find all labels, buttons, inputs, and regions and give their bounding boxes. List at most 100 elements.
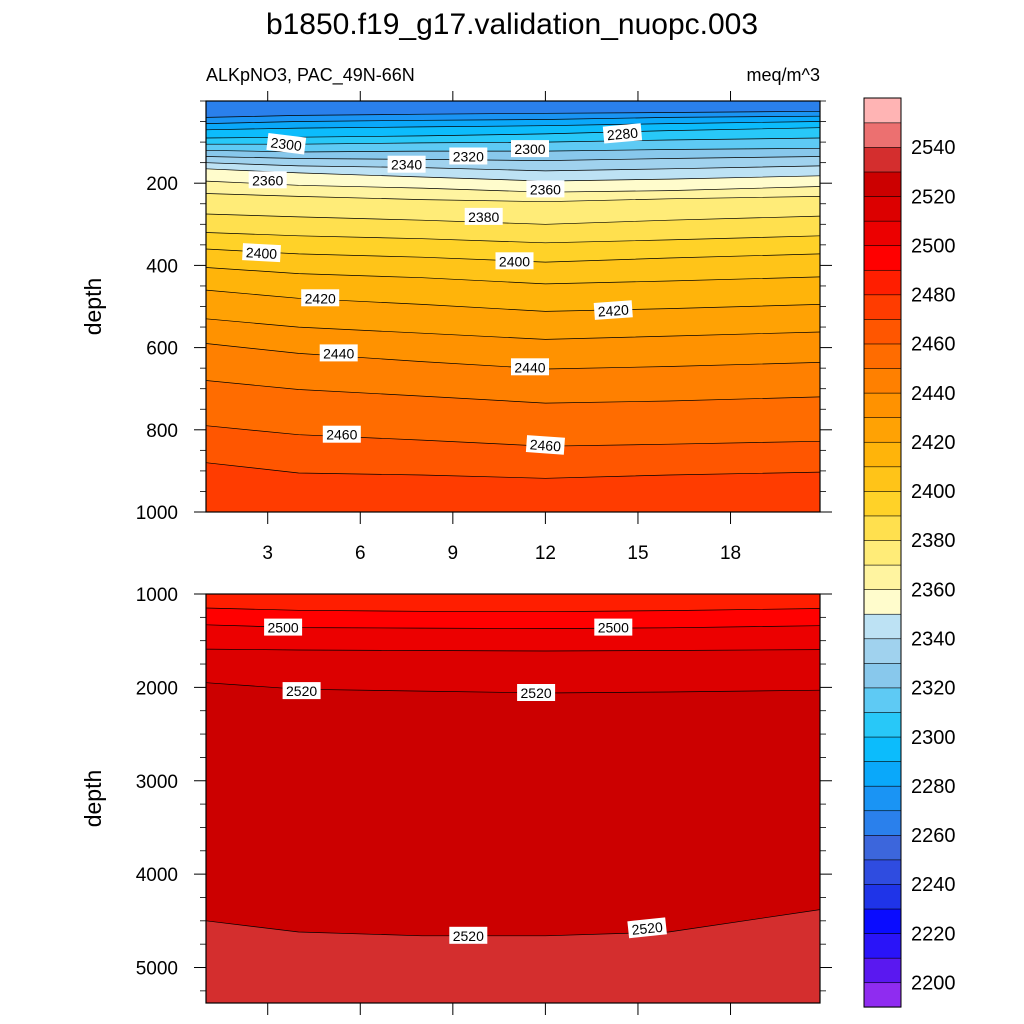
- colorbar-swatch: [863, 687, 902, 713]
- colorbar-swatch: [863, 417, 902, 443]
- colorbar-swatch: [863, 122, 902, 148]
- contour-label: 2360: [526, 180, 565, 198]
- x-tick-label: 9: [448, 543, 459, 564]
- contour-label-text: 2520: [286, 683, 317, 699]
- contour-label: 2440: [319, 344, 358, 362]
- contour-label-text: 2440: [514, 359, 545, 375]
- colorbar-swatch: [863, 392, 902, 418]
- colorbar-swatch: [863, 97, 902, 124]
- contour-label: 2460: [322, 425, 361, 443]
- colorbar-label: 2500: [911, 235, 956, 257]
- contour-line: [206, 162, 820, 172]
- y-axis-label: depth: [80, 278, 106, 336]
- y-axis-label: depth: [80, 770, 106, 828]
- colorbar-swatch: [863, 466, 902, 492]
- colorbar-label: 2260: [911, 825, 956, 847]
- contour-line: [206, 343, 820, 370]
- y-tick-label: 1000: [136, 503, 178, 524]
- colorbar-swatch: [863, 908, 902, 934]
- colorbar-swatch: [863, 269, 902, 296]
- x-tick-label: 15: [627, 543, 648, 564]
- colorbar-label: 2420: [911, 432, 956, 454]
- colorbar-label: 2400: [911, 481, 956, 503]
- contour-label: 2420: [593, 300, 633, 320]
- contour-line: [206, 110, 820, 118]
- colorbar-swatch: [863, 539, 902, 566]
- colorbar-label: 2300: [911, 727, 956, 749]
- x-tick-label: 18: [720, 543, 741, 564]
- x-tick-label: 12: [535, 543, 556, 564]
- colorbar-swatch: [863, 564, 902, 590]
- colorbar-swatch: [863, 515, 902, 541]
- contour-label-text: 2460: [326, 427, 357, 443]
- colorbar-swatch: [863, 245, 902, 271]
- colorbar-swatch: [863, 785, 902, 812]
- contour-label: 2300: [266, 132, 307, 155]
- colorbar-label: 2540: [911, 137, 956, 159]
- colorbar-label: 2380: [911, 530, 956, 552]
- y-tick-label: 400: [146, 256, 178, 277]
- contour-label: 2340: [387, 155, 426, 173]
- contour-label: 2520: [517, 684, 556, 701]
- contour-label: 2380: [464, 207, 503, 225]
- units-label: meq/m^3: [747, 65, 820, 85]
- contour-label: 2500: [594, 618, 633, 636]
- contour-line: [206, 607, 820, 613]
- y-tick-label: 800: [146, 421, 178, 442]
- colorbar-swatch: [863, 171, 902, 197]
- colorbar-label: 2200: [911, 972, 956, 994]
- contour-label-text: 2440: [323, 345, 354, 361]
- colorbar-swatch: [863, 490, 902, 517]
- contour-label-text: 2340: [391, 157, 422, 173]
- upper-panel: 2300 2340 2320 2300 2280 2360 2360 2380 2400 2400…: [80, 91, 832, 564]
- colorbar-swatch: [863, 318, 902, 345]
- colorbar-label: 2440: [911, 383, 956, 405]
- contour-label-text: 2520: [521, 685, 552, 701]
- contour-label: 2400: [495, 252, 534, 270]
- colorbar-swatch: [863, 810, 902, 836]
- contour-label: 2520: [282, 682, 321, 700]
- colorbar-swatch: [863, 367, 902, 394]
- colorbar-label: 2240: [911, 874, 956, 896]
- contour-label: 2360: [248, 171, 287, 189]
- contour-label-text: 2360: [530, 181, 561, 197]
- contour-label-text: 2300: [270, 134, 303, 154]
- contour-label-text: 2420: [597, 302, 629, 320]
- contour-line: [206, 248, 820, 263]
- colorbar-swatch: [863, 613, 902, 640]
- colorbar-swatch: [863, 883, 902, 910]
- contour-label-text: 2500: [268, 620, 299, 636]
- variable-label: ALKpNO3, PAC_49N-66N: [206, 65, 415, 86]
- contour-line: [206, 380, 820, 404]
- contour-label: 2320: [449, 147, 488, 165]
- x-tick-label: 6: [355, 543, 366, 564]
- contour-label: 2460: [525, 435, 565, 455]
- band-fill: [206, 682, 820, 1003]
- colorbar-swatch: [863, 932, 902, 959]
- contour-label: 2520: [449, 926, 488, 944]
- y-tick-label: 600: [146, 339, 178, 360]
- contour-label-text: 2420: [305, 290, 336, 306]
- colorbar-swatch: [863, 736, 902, 762]
- colorbar-swatch: [863, 441, 902, 468]
- colorbar-label: 2520: [911, 186, 956, 208]
- colorbar-swatch: [863, 638, 902, 664]
- contour-label-text: 2520: [453, 928, 484, 944]
- contour-label-text: 2400: [246, 244, 278, 262]
- contour-line: [206, 232, 820, 244]
- y-tick-label: 200: [146, 174, 178, 195]
- contour-label: 2520: [627, 917, 667, 939]
- contour-label: 2400: [242, 243, 281, 263]
- contour-label-text: 2500: [598, 620, 629, 636]
- colorbar-label: 2480: [911, 285, 956, 307]
- colorbar-swatch: [863, 761, 902, 787]
- colorbar-swatch: [863, 859, 902, 885]
- contour-label-text: 2380: [468, 209, 499, 225]
- contour-label: 2420: [301, 289, 340, 307]
- colorbar-label: 2360: [911, 579, 956, 601]
- colorbar-label: 2220: [911, 923, 956, 945]
- y-tick-label: 2000: [136, 678, 178, 699]
- contour-line: [206, 289, 820, 312]
- colorbar-frame: [863, 97, 902, 1008]
